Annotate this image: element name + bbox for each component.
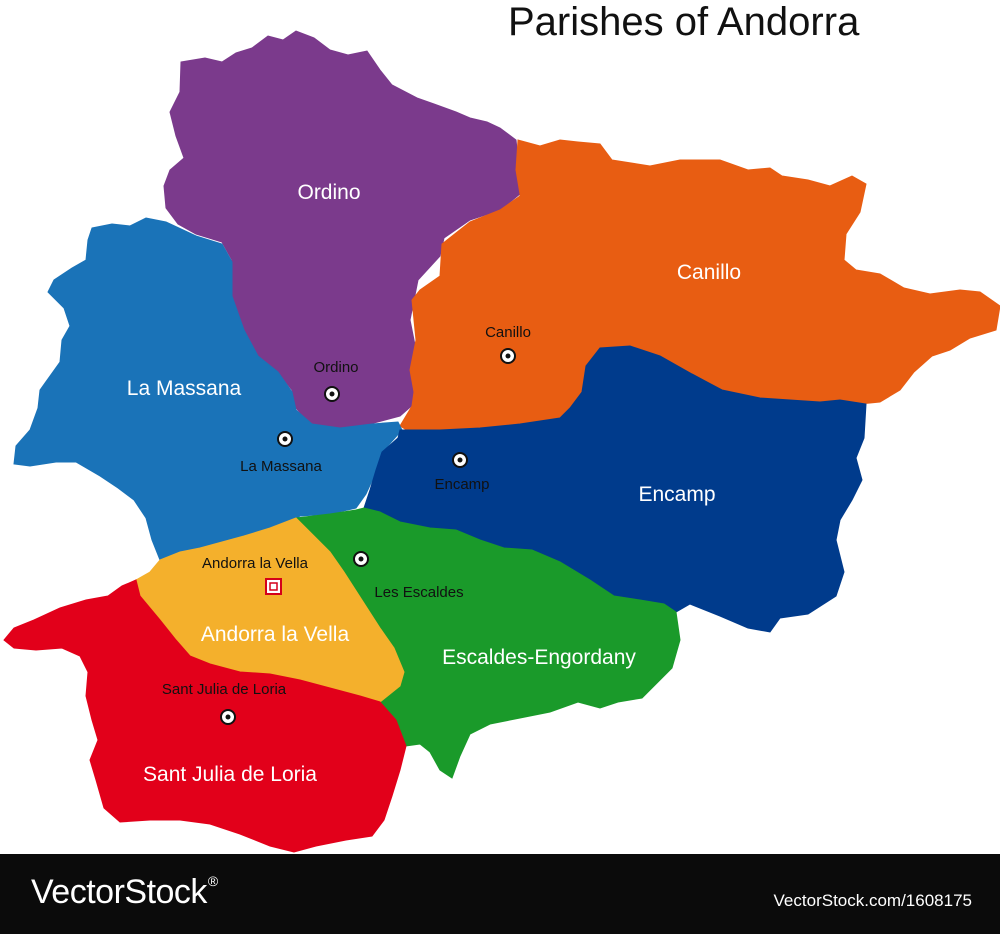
footer-bar: VectorStock® VectorStock.com/1608175 (0, 854, 1000, 934)
town-marker-la-massana (277, 431, 293, 447)
parish-label-sant-julia: Sant Julia de Loria (143, 763, 317, 786)
town-marker-les-escaldes (353, 551, 369, 567)
parish-region-ordino (163, 30, 527, 429)
capital-marker-andorra-la-vella (265, 578, 282, 595)
parish-label-ordino: Ordino (297, 181, 360, 204)
map-title: Parishes of Andorra (508, 0, 860, 44)
town-label-sant-julia: Sant Julia de Loria (162, 681, 287, 698)
vectorstock-logo: VectorStock® (31, 873, 218, 912)
footer-url: VectorStock.com/1608175 (773, 891, 972, 910)
parish-label-andorra-la-vella: Andorra la Vella (201, 623, 350, 646)
parish-region-sant-julia (3, 579, 407, 853)
registered-mark: ® (207, 873, 218, 889)
town-marker-sant-julia (220, 709, 236, 725)
town-label-andorra-la-vella: Andorra la Vella (202, 555, 309, 572)
parish-label-escaldes: Escaldes-Engordany (442, 646, 636, 669)
parish-label-canillo: Canillo (677, 261, 741, 284)
town-marker-encamp (452, 452, 468, 468)
parish-label-encamp: Encamp (638, 483, 715, 506)
town-label-canillo: Canillo (485, 324, 531, 341)
town-marker-ordino (324, 386, 340, 402)
logo-text: VectorStock (31, 873, 207, 911)
town-label-la-massana: La Massana (240, 458, 322, 475)
town-label-ordino: Ordino (313, 359, 358, 376)
parish-label-la-massana: La Massana (127, 377, 242, 400)
town-marker-canillo (500, 348, 516, 364)
parish-region-canillo (399, 139, 1000, 433)
town-label-les-escaldes: Les Escaldes (374, 584, 463, 601)
town-label-encamp: Encamp (434, 476, 489, 493)
